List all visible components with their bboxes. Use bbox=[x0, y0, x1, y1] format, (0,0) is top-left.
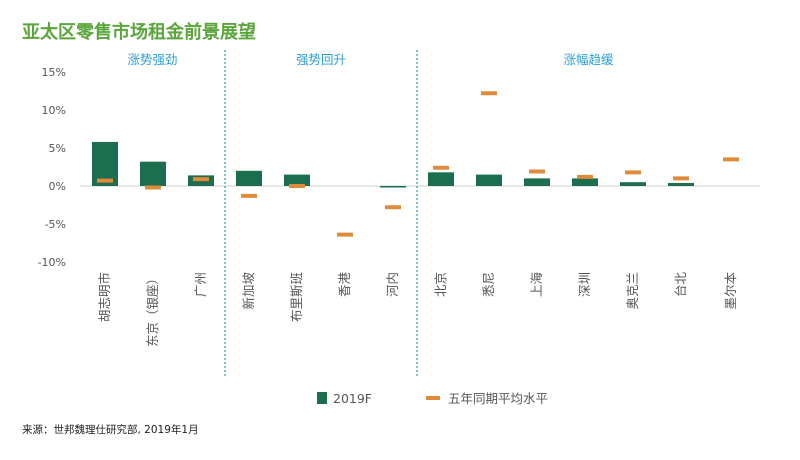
avg-marker-河内 bbox=[385, 205, 401, 210]
avg-marker-墨尔本 bbox=[723, 157, 739, 162]
bar-奥克兰 bbox=[620, 182, 646, 186]
legend-swatch-marker bbox=[426, 396, 440, 400]
legend: 2019F 五年同期平均水平 bbox=[317, 391, 548, 406]
x-tick-label: 新加坡 bbox=[241, 272, 256, 310]
x-tick-label: 广州 bbox=[193, 272, 208, 297]
x-tick-label: 奥克兰 bbox=[625, 272, 640, 310]
avg-marker-东京（银座） bbox=[145, 185, 161, 190]
avg-marker-北京 bbox=[433, 165, 449, 170]
avg-marker-奥克兰 bbox=[625, 170, 641, 175]
source-note: 来源：世邦魏理仕研究部, 2019年1月 bbox=[22, 423, 199, 436]
avg-marker-广州 bbox=[193, 177, 209, 182]
x-tick-label: 悉尼 bbox=[481, 272, 496, 297]
y-tick-label: -10% bbox=[38, 256, 66, 269]
group-label: 强势回升 bbox=[296, 52, 346, 67]
bar-新加坡 bbox=[236, 170, 262, 186]
x-tick-label: 河内 bbox=[385, 272, 400, 297]
y-tick-label: 0% bbox=[49, 180, 66, 193]
y-tick-label: 5% bbox=[49, 142, 66, 155]
bar-series bbox=[92, 141, 694, 188]
avg-marker-新加坡 bbox=[241, 193, 257, 198]
x-axis-labels: 胡志明市 东京（银座） 广州 新加坡 布里斯班 香港 河内 北京 悉尼 上海 深圳 奥克兰 台北 墨尔本 bbox=[97, 272, 738, 348]
x-tick-label: 台北 bbox=[673, 272, 688, 298]
x-tick-label: 北京 bbox=[433, 272, 448, 297]
group-label: 涨幅趋缓 bbox=[563, 52, 614, 67]
bar-上海 bbox=[524, 178, 550, 186]
legend-swatch-bar bbox=[317, 392, 327, 404]
bar-台北 bbox=[668, 182, 694, 186]
avg-marker-上海 bbox=[529, 169, 545, 174]
avg-marker-悉尼 bbox=[481, 91, 497, 96]
bar-悉尼 bbox=[476, 174, 502, 186]
average-marker-series bbox=[97, 91, 739, 237]
avg-marker-胡志明市 bbox=[97, 178, 113, 183]
legend-label-bar: 2019F bbox=[333, 391, 372, 406]
x-tick-label: 上海 bbox=[529, 272, 544, 298]
x-tick-label: 香港 bbox=[337, 272, 352, 298]
y-tick-label: 10% bbox=[42, 104, 66, 117]
bar-胡志明市 bbox=[92, 141, 118, 186]
bar-北京 bbox=[428, 172, 454, 186]
avg-marker-深圳 bbox=[577, 174, 593, 179]
y-tick-label: -5% bbox=[45, 218, 66, 231]
avg-marker-布里斯班 bbox=[289, 184, 305, 188]
x-tick-label: 墨尔本 bbox=[723, 272, 738, 310]
group-label: 涨势强劲 bbox=[127, 52, 177, 67]
x-tick-label: 东京（银座） bbox=[145, 272, 160, 347]
y-tick-label: 15% bbox=[42, 66, 66, 79]
x-tick-label: 深圳 bbox=[577, 272, 592, 297]
bar-东京（银座） bbox=[140, 161, 166, 186]
x-tick-label: 布里斯班 bbox=[289, 272, 304, 322]
chart-title: 亚太区零售市场租金前景展望 bbox=[22, 21, 256, 43]
group-labels: 涨势强劲 强势回升 涨幅趋缓 bbox=[127, 52, 614, 67]
group-dividers bbox=[224, 50, 418, 378]
bar-深圳 bbox=[572, 178, 598, 186]
bar-河内 bbox=[380, 186, 406, 188]
bar-布里斯班 bbox=[284, 174, 310, 186]
avg-marker-香港 bbox=[337, 232, 353, 237]
legend-label-marker: 五年同期平均水平 bbox=[448, 391, 548, 406]
avg-marker-台北 bbox=[673, 176, 689, 181]
x-tick-label: 胡志明市 bbox=[97, 272, 112, 322]
